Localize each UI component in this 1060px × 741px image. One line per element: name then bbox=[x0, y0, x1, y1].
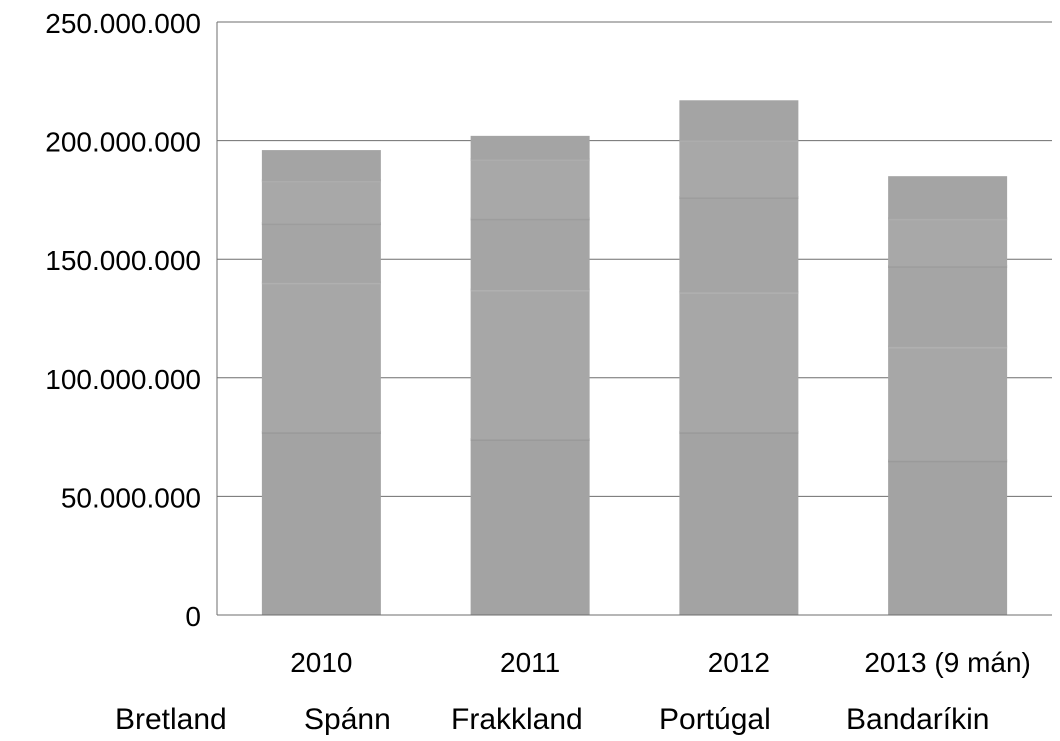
bar-segment bbox=[470, 218, 590, 291]
bar-segment bbox=[470, 159, 590, 219]
y-tick-label: 150.000.000 bbox=[45, 245, 201, 276]
bar-segment bbox=[888, 346, 1008, 461]
bar-segment bbox=[470, 439, 590, 615]
legend-entry: Bretland bbox=[115, 703, 227, 736]
x-tick-label: 2011 bbox=[500, 647, 560, 678]
y-tick-label: 250.000.000 bbox=[45, 8, 201, 39]
y-tick-label: 50.000.000 bbox=[61, 482, 201, 513]
y-tick-label: 100.000.000 bbox=[45, 364, 201, 395]
axes bbox=[216, 22, 1052, 616]
bars bbox=[261, 100, 1008, 615]
y-axis-tick-labels: 0 50.000.000 100.000.000 150.000.000 200.000… bbox=[45, 8, 201, 632]
bar-segment bbox=[888, 266, 1008, 347]
legend-entry: Spánn bbox=[304, 703, 391, 736]
x-tick-label: 2010 bbox=[290, 647, 352, 678]
bar-segment bbox=[888, 218, 1008, 267]
bar-segment bbox=[470, 135, 590, 160]
bar-segment bbox=[261, 150, 381, 181]
bar-segment bbox=[679, 432, 799, 615]
bar-segment bbox=[470, 290, 590, 440]
bar-segment bbox=[261, 180, 381, 224]
bar-segment bbox=[261, 223, 381, 283]
x-tick-label: 2013 (9 mán) bbox=[864, 647, 1031, 678]
bar-segment bbox=[261, 432, 381, 615]
legend: Bretland Spánn Frakkland Portúgal Bandaríkin bbox=[0, 700, 1060, 740]
bar-segment bbox=[888, 460, 1008, 615]
bar-segment bbox=[888, 176, 1008, 219]
bar-segment bbox=[679, 292, 799, 433]
bar-segment bbox=[261, 282, 381, 433]
bar-segment bbox=[679, 197, 799, 293]
bar-segment bbox=[679, 100, 799, 141]
y-tick-label: 200.000.000 bbox=[45, 127, 201, 158]
legend-entry: Bandaríkin bbox=[846, 703, 990, 736]
legend-entry: Portúgal bbox=[659, 703, 771, 736]
x-tick-label: 2012 bbox=[708, 647, 770, 678]
y-tick-label: 0 bbox=[185, 601, 201, 632]
legend-entry: Frakkland bbox=[451, 703, 583, 736]
x-axis-tick-labels: 2010 2011 2012 2013 (9 mán) bbox=[290, 647, 1031, 678]
bar-segment bbox=[679, 140, 799, 198]
